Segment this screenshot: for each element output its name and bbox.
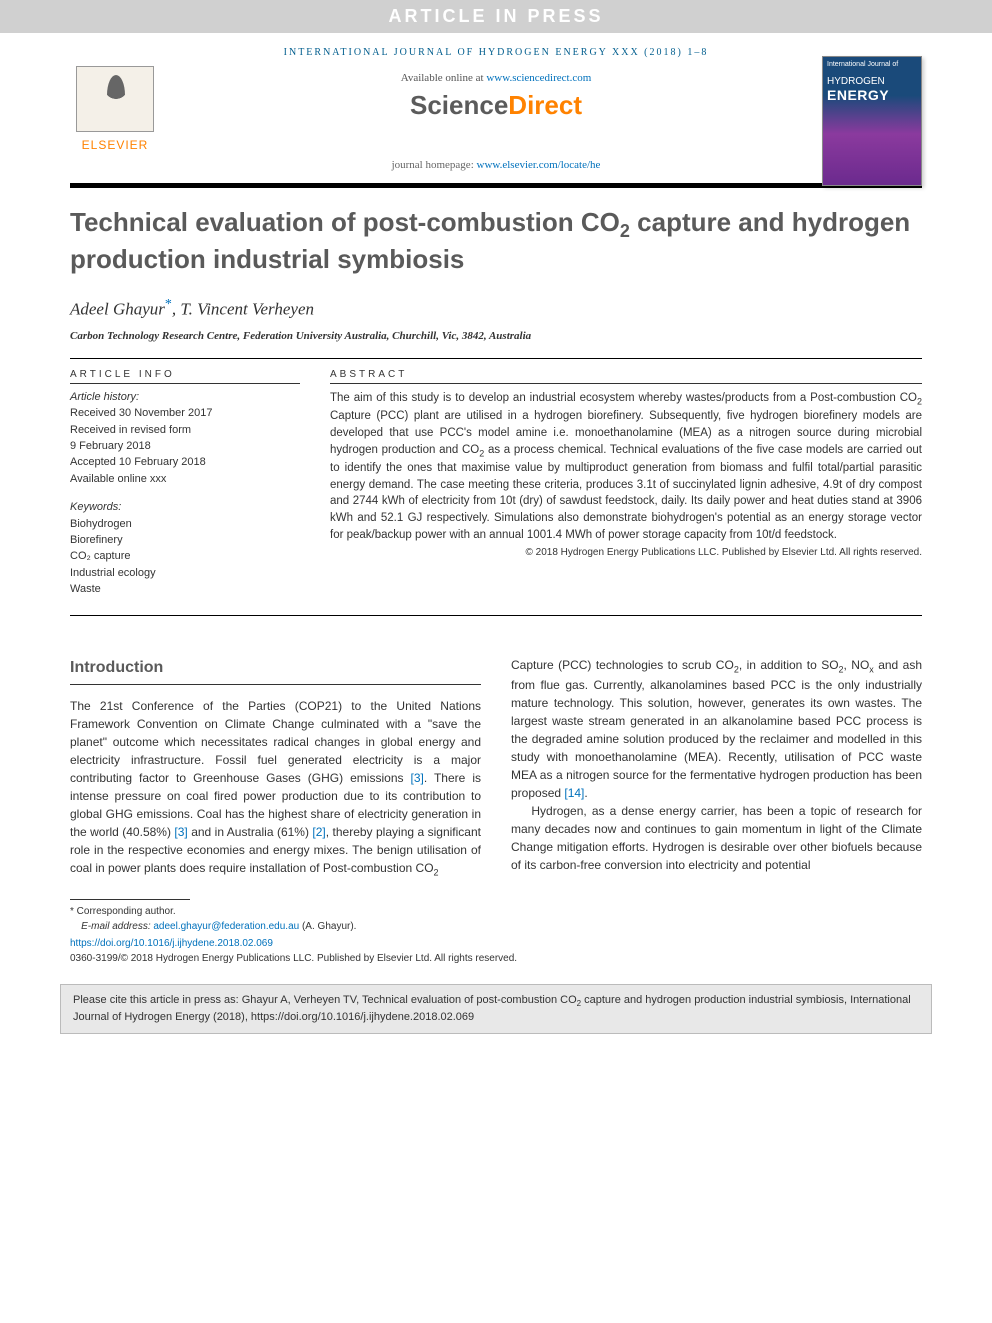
body-column-left: Introduction The 21st Conference of the …	[70, 656, 481, 880]
doi-link[interactable]: https://doi.org/10.1016/j.ijhydene.2018.…	[70, 936, 922, 951]
ref-link-2[interactable]: [2]	[312, 825, 325, 839]
journal-homepage-link[interactable]: www.elsevier.com/locate/he	[477, 159, 601, 171]
thin-rule-1	[70, 358, 922, 359]
sd-science-word: Science	[410, 90, 508, 120]
available-online-line: Available online at www.sciencedirect.co…	[70, 72, 922, 84]
email-line: E-mail address: adeel.ghayur@federation.…	[70, 919, 922, 934]
header-block: ELSEVIER International Journal of HYDROG…	[70, 66, 922, 183]
elsevier-logo: ELSEVIER	[70, 66, 160, 166]
article-title: Technical evaluation of post-combustion …	[70, 206, 922, 275]
history-line: Available online xxx	[70, 472, 300, 487]
corresponding-marker: *	[165, 297, 172, 312]
elsevier-tree-icon	[76, 66, 154, 132]
keyword: Industrial ecology	[70, 566, 300, 581]
keyword: CO₂ capture	[70, 549, 300, 564]
author-list: Adeel Ghayur*, T. Vincent Verheyen	[70, 297, 922, 320]
keyword: Biorefinery	[70, 533, 300, 548]
corresponding-author-note: * Corresponding author.	[70, 904, 922, 919]
intro-para-2: Capture (PCC) technologies to scrub CO2,…	[511, 656, 922, 875]
abstract-column: ABSTRACT The aim of this study is to dev…	[330, 369, 922, 599]
introduction-heading: Introduction	[70, 656, 481, 680]
author-email-link[interactable]: adeel.ghayur@federation.edu.au	[153, 921, 299, 932]
abstract-text: The aim of this study is to develop an i…	[330, 390, 922, 543]
journal-cover-thumbnail: International Journal of HYDROGEN ENERGY	[822, 56, 922, 186]
abstract-label: ABSTRACT	[330, 369, 922, 380]
issn-copyright-line: 0360-3199/© 2018 Hydrogen Energy Publica…	[70, 951, 922, 966]
history-line: Received 30 November 2017	[70, 406, 300, 421]
history-line: 9 February 2018	[70, 439, 300, 454]
footnotes: * Corresponding author. E-mail address: …	[70, 899, 922, 966]
thin-rule-2	[70, 615, 922, 616]
affiliation: Carbon Technology Research Centre, Feder…	[70, 330, 922, 342]
article-info-column: ARTICLE INFO Article history: Received 3…	[70, 369, 300, 599]
cover-small-text: International Journal of	[827, 61, 917, 68]
keyword: Biohydrogen	[70, 517, 300, 532]
cover-title-line2: ENERGY	[827, 87, 917, 103]
cover-title-line1: HYDROGEN	[827, 76, 917, 87]
ref-link-3b[interactable]: [3]	[174, 825, 187, 839]
history-line: Received in revised form	[70, 423, 300, 438]
sciencedirect-url-link[interactable]: www.sciencedirect.com	[486, 72, 591, 84]
journal-homepage-line: journal homepage: www.elsevier.com/locat…	[70, 159, 922, 171]
history-label: Article history:	[70, 390, 300, 405]
thick-rule	[70, 183, 922, 188]
keywords-label: Keywords:	[70, 500, 300, 515]
sd-direct-word: Direct	[508, 90, 582, 120]
ref-link-3a[interactable]: [3]	[411, 771, 424, 785]
sciencedirect-logo: ScienceDirect	[70, 90, 922, 121]
citation-box: Please cite this article in press as: Gh…	[60, 984, 932, 1034]
article-in-press-banner: ARTICLE IN PRESS	[0, 0, 992, 33]
elsevier-wordmark: ELSEVIER	[70, 138, 160, 152]
body-column-right: Capture (PCC) technologies to scrub CO2,…	[511, 656, 922, 880]
abstract-copyright: © 2018 Hydrogen Energy Publications LLC.…	[330, 547, 922, 558]
keyword: Waste	[70, 582, 300, 597]
intro-para-1: The 21st Conference of the Parties (COP2…	[70, 697, 481, 880]
ref-link-14[interactable]: [14]	[564, 786, 584, 800]
history-line: Accepted 10 February 2018	[70, 455, 300, 470]
article-info-label: ARTICLE INFO	[70, 369, 300, 380]
